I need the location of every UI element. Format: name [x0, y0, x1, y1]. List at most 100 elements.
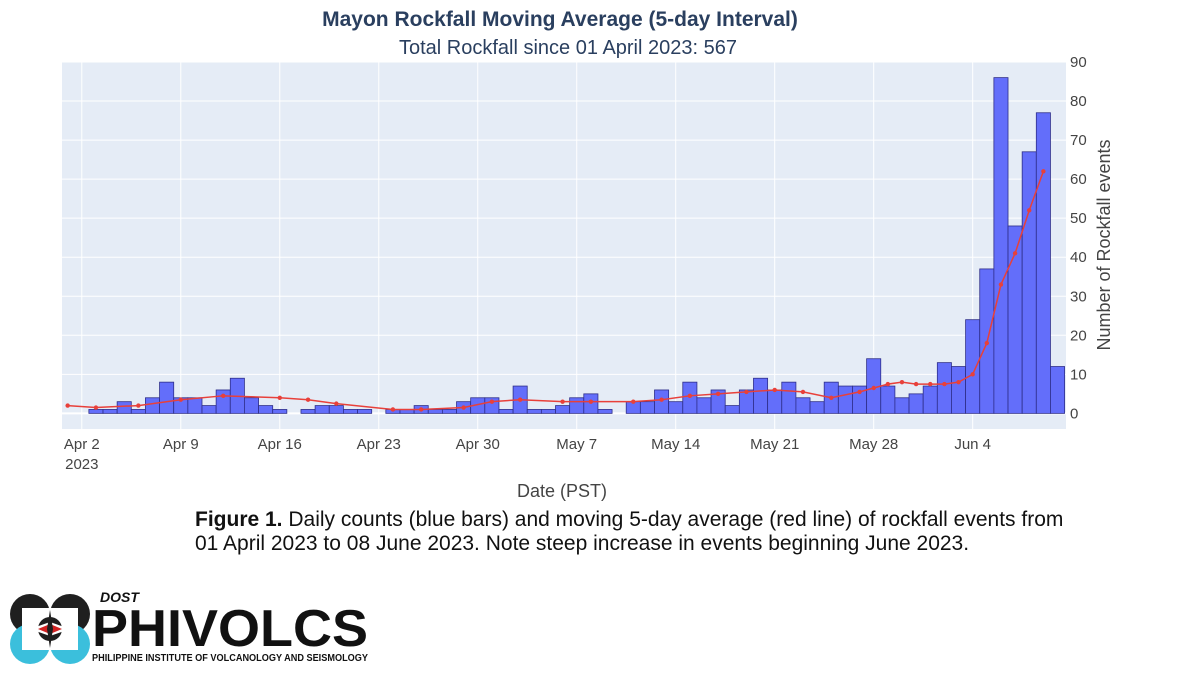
rockfall-bar: [159, 381, 175, 414]
x-tick-label: May 7: [556, 436, 597, 453]
moving-average-point: [715, 391, 721, 397]
rockfall-bar: [569, 397, 585, 414]
moving-average-point: [588, 399, 594, 404]
rockfall-bar: [809, 401, 825, 414]
rockfall-bar: [116, 401, 132, 414]
y-tick-label: 60: [1070, 171, 1087, 188]
phivolcs-emblem-icon: [10, 594, 90, 664]
moving-average-point: [885, 381, 891, 387]
rockfall-bar: [215, 389, 231, 414]
moving-average-point: [631, 399, 636, 404]
rockfall-bar: [244, 397, 259, 414]
rockfall-bar: [795, 397, 811, 414]
moving-average-point: [984, 340, 990, 346]
moving-average-point: [871, 385, 876, 391]
moving-average-point: [390, 407, 396, 412]
x-tick-label: Apr 2: [64, 436, 100, 453]
moving-average-point: [1012, 251, 1018, 256]
moving-average-point: [772, 387, 777, 393]
moving-average-point: [899, 379, 905, 385]
moving-average-point: [913, 381, 919, 387]
rockfall-bar: [724, 405, 740, 414]
y-tick-label: 80: [1070, 93, 1087, 110]
moving-average-point: [461, 405, 466, 410]
caption-label: Figure 1.: [195, 508, 283, 531]
rockfall-bar: [130, 409, 146, 414]
rockfall-bar: [441, 409, 457, 414]
rockfall-bar: [314, 405, 330, 414]
moving-average-point: [998, 282, 1004, 287]
rockfall-bar: [908, 393, 924, 414]
moving-average-point: [1041, 169, 1046, 174]
x-tick-label: Apr 9: [163, 436, 199, 453]
x-tick-label: Apr 16: [258, 436, 302, 453]
y-tick-label: 50: [1070, 210, 1087, 227]
rockfall-bar: [102, 409, 118, 414]
rockfall-chart: Mayon Rockfall Moving Average (5-day Int…: [62, 8, 1114, 501]
moving-average-point: [93, 405, 99, 410]
x-tick-label: Apr 23: [357, 436, 401, 453]
rockfall-bar: [187, 397, 203, 414]
rockfall-bar: [343, 409, 358, 414]
moving-average-point: [489, 399, 495, 404]
rockfall-bar: [639, 401, 655, 414]
moving-average-point: [659, 397, 664, 402]
y-tick-label: 90: [1070, 54, 1087, 71]
logo-dost: DOST: [100, 589, 140, 605]
moving-average-point: [418, 407, 424, 412]
rockfall-bar: [272, 409, 288, 414]
rockfall-bar: [880, 385, 896, 414]
rockfall-bar: [597, 409, 613, 414]
rockfall-bar: [88, 409, 104, 414]
rockfall-bar: [781, 381, 797, 414]
chart-title: Mayon Rockfall Moving Average (5-day Int…: [322, 8, 798, 31]
rockfall-bar: [526, 409, 542, 414]
moving-average-point: [956, 379, 961, 385]
moving-average-point: [1027, 208, 1032, 213]
rockfall-bar: [753, 377, 769, 414]
moving-average-point: [928, 381, 933, 387]
figure-caption: Figure 1. Daily counts (blue bars) and m…: [195, 508, 1075, 556]
rockfall-bar: [555, 405, 571, 414]
rockfall-bar: [993, 77, 1009, 414]
moving-average-point: [65, 403, 70, 408]
chart-subtitle: Total Rockfall since 01 April 2023: 567: [399, 37, 737, 59]
phivolcs-logo: DOST PHIVOLCS PHILIPPINE INSTITUTE OF VO…: [10, 589, 368, 664]
moving-average-point: [277, 395, 282, 400]
moving-average-point: [517, 397, 523, 402]
plot-area: [62, 62, 1066, 429]
moving-average-point: [560, 399, 565, 404]
moving-average-point: [942, 381, 947, 387]
rockfall-bar: [837, 385, 853, 414]
moving-average-point: [221, 393, 226, 399]
logo-name: PHIVOLCS: [92, 600, 368, 658]
rockfall-bar: [328, 405, 344, 414]
rockfall-bar: [258, 405, 274, 414]
caption-text: Daily counts (blue bars) and moving 5-da…: [195, 508, 1064, 555]
y-tick-label: 70: [1070, 132, 1087, 149]
x-tick-label: May 14: [651, 436, 700, 453]
moving-average-point: [857, 389, 862, 395]
rockfall-bar: [357, 409, 373, 414]
rockfall-bar: [696, 397, 712, 414]
rockfall-bar: [1035, 112, 1051, 414]
rockfall-bar: [894, 397, 910, 414]
rockfall-bar: [145, 397, 160, 414]
y-tick-label: 40: [1070, 249, 1087, 266]
logo-full-name: PHILIPPINE INSTITUTE OF VOLCANOLOGY AND …: [92, 653, 368, 664]
moving-average-point: [687, 393, 693, 399]
moving-average-point: [178, 397, 183, 402]
moving-average-point: [744, 389, 749, 395]
rockfall-bar: [951, 366, 967, 414]
moving-average-point: [136, 403, 141, 408]
y-tick-label: 10: [1070, 366, 1087, 383]
y-tick-label: 0: [1070, 405, 1078, 422]
x-tick-label: May 28: [849, 436, 898, 453]
rockfall-bar: [201, 405, 217, 414]
rockfall-bar: [710, 389, 726, 414]
y-tick-label: 30: [1070, 288, 1087, 305]
rockfall-bar: [965, 319, 981, 414]
rockfall-bar: [498, 409, 514, 414]
x-tick-label: Apr 30: [456, 436, 500, 453]
moving-average-point: [305, 397, 311, 402]
